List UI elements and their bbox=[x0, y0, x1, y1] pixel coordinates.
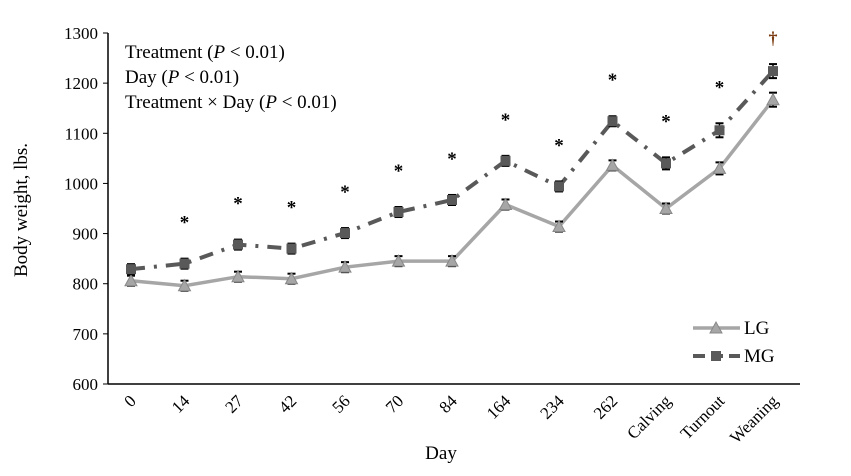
data-point-MG bbox=[661, 156, 671, 171]
stat-annotation: Treatment × Day (P < 0.01) bbox=[125, 92, 337, 113]
y-tick-label: 900 bbox=[73, 225, 99, 244]
stat-annotation: Treatment (P < 0.01) bbox=[125, 42, 285, 63]
x-tick-label: 84 bbox=[435, 391, 461, 417]
legend-label: MG bbox=[744, 346, 775, 367]
significance-marker: * bbox=[180, 213, 190, 234]
triangle-marker bbox=[605, 158, 620, 171]
square-marker bbox=[661, 158, 671, 169]
square-marker bbox=[126, 264, 136, 275]
square-marker bbox=[500, 155, 511, 166]
x-tick-label: 70 bbox=[382, 391, 407, 416]
data-point-LG bbox=[391, 254, 406, 268]
data-point-LG bbox=[552, 219, 566, 233]
triangle-marker bbox=[766, 92, 780, 106]
significance-marker: * bbox=[340, 182, 350, 203]
data-point-MG bbox=[500, 154, 511, 167]
significance-marker: * bbox=[554, 135, 564, 156]
legend-item-MG: MG bbox=[693, 346, 775, 367]
legend-label: LG bbox=[744, 318, 770, 339]
triangle-marker bbox=[552, 219, 566, 233]
data-point-MG bbox=[286, 242, 297, 255]
significance-marker: * bbox=[233, 194, 243, 215]
data-point-LG bbox=[498, 197, 513, 211]
data-point-MG bbox=[447, 193, 457, 206]
triangle-marker bbox=[284, 271, 299, 285]
triangle-marker bbox=[177, 278, 192, 292]
triangle-marker bbox=[231, 269, 245, 283]
y-tick-label: 1200 bbox=[64, 74, 98, 93]
significance-marker: * bbox=[608, 70, 618, 91]
significance-marker: * bbox=[661, 111, 671, 132]
square-marker bbox=[286, 243, 297, 254]
y-tick-label: 1000 bbox=[64, 174, 98, 193]
data-point-MG bbox=[714, 122, 725, 139]
x-tick-label: 42 bbox=[275, 391, 300, 416]
data-point-LG bbox=[659, 201, 673, 215]
square-marker bbox=[607, 116, 618, 127]
data-point-LG bbox=[712, 161, 727, 176]
y-tick-label: 1300 bbox=[64, 24, 98, 43]
data-point-LG bbox=[124, 273, 138, 287]
x-tick-label: Turnout bbox=[677, 391, 729, 443]
triangle-marker bbox=[712, 161, 727, 174]
y-tick-label: 800 bbox=[73, 275, 99, 294]
x-axis-label: Day bbox=[425, 443, 457, 464]
data-point-MG bbox=[607, 115, 618, 128]
square-marker bbox=[714, 125, 725, 136]
legend-square-marker bbox=[711, 351, 721, 361]
x-tick-label: Calving bbox=[623, 391, 675, 443]
y-tick-label: 1100 bbox=[65, 124, 98, 143]
data-point-LG bbox=[445, 254, 459, 268]
data-point-LG bbox=[231, 269, 245, 283]
x-tick-label: 14 bbox=[168, 391, 194, 417]
square-marker bbox=[447, 194, 457, 205]
triangle-marker bbox=[391, 254, 406, 267]
data-point-MG bbox=[179, 257, 190, 270]
significance-marker: * bbox=[287, 198, 297, 219]
significance-marker: * bbox=[715, 77, 725, 98]
x-tick-label: 56 bbox=[328, 391, 353, 416]
data-point-MG bbox=[126, 263, 136, 276]
data-point-MG bbox=[768, 63, 778, 80]
x-tick-label: Weaning bbox=[726, 391, 782, 447]
data-point-LG bbox=[605, 158, 620, 172]
data-point-LG bbox=[284, 271, 299, 285]
square-marker bbox=[393, 207, 404, 218]
square-marker bbox=[554, 181, 564, 192]
data-point-LG bbox=[177, 278, 192, 292]
square-marker bbox=[179, 258, 190, 269]
stat-annotation: Day (P < 0.01) bbox=[125, 67, 239, 88]
y-tick-label: 700 bbox=[73, 325, 99, 344]
data-point-LG bbox=[338, 260, 352, 274]
significance-marker: * bbox=[447, 149, 457, 170]
significance-marker: * bbox=[501, 110, 511, 131]
legend-triangle-marker bbox=[709, 320, 723, 334]
y-axis-label: Body weight, lbs. bbox=[11, 143, 32, 277]
significance-marker: † bbox=[769, 28, 778, 48]
triangle-marker bbox=[659, 201, 673, 214]
triangle-marker bbox=[338, 260, 352, 273]
data-point-MG bbox=[554, 180, 564, 193]
data-point-MG bbox=[233, 238, 243, 251]
x-tick-label: 234 bbox=[536, 391, 568, 423]
x-tick-label: 262 bbox=[590, 391, 621, 422]
x-tick-label: 0 bbox=[120, 391, 139, 410]
triangle-marker bbox=[498, 197, 513, 210]
y-tick-label: 600 bbox=[73, 375, 99, 394]
significance-marker: * bbox=[394, 161, 404, 182]
triangle-marker bbox=[445, 254, 459, 267]
data-point-MG bbox=[340, 227, 350, 240]
x-tick-label: 27 bbox=[221, 391, 247, 417]
triangle-marker bbox=[124, 273, 138, 287]
data-point-MG bbox=[393, 205, 404, 219]
x-tick-label: 164 bbox=[483, 391, 515, 423]
square-marker bbox=[233, 239, 243, 250]
square-marker bbox=[340, 228, 350, 239]
square-marker bbox=[768, 66, 778, 77]
legend-item-LG: LG bbox=[693, 318, 770, 339]
data-point-LG bbox=[766, 91, 780, 108]
